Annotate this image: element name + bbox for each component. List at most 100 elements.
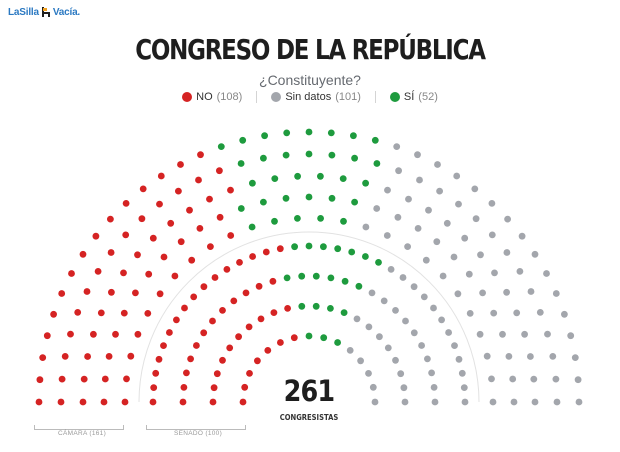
page-title: CONGRESO DE LA REPÚBLICA [135,33,486,66]
seat-dot [239,398,247,406]
seat-dot [549,353,557,360]
seat-dot [466,310,474,317]
legend-label-sin-datos: Sin datos [285,91,332,103]
legend-count-no: (108) [216,91,243,103]
seat-dot [400,384,408,392]
seat-dot [237,160,245,167]
seat-dot [260,154,267,162]
seat-dot [530,375,538,383]
seat-dot [340,217,347,225]
seat-dot [439,272,447,280]
seat-dot [67,330,74,338]
seat-dot [353,315,361,323]
seat-dot [177,238,185,246]
seat-dot [291,243,298,251]
seat-dot [510,398,518,406]
seat-dot [553,398,561,406]
seat-dot [241,383,249,391]
seat-dot [460,384,468,391]
seat-dot [122,231,130,239]
seat-dot [384,344,392,352]
seat-dot [317,172,324,180]
seat-dot [175,187,182,195]
legend-divider [256,91,258,103]
seat-dot [371,136,379,144]
seat-dot [387,266,395,273]
seat-dot [477,251,484,259]
seat-dot [355,282,363,290]
seat-dot [213,370,221,378]
seat-dot [190,293,198,301]
seat-dot [430,384,438,391]
seat-dot [416,176,423,184]
camara-bracket [34,425,124,430]
seat-dot [217,143,225,151]
seat-dot [375,259,382,266]
seat-dot [461,234,469,242]
seat-dot [246,370,253,377]
seat-dot [157,172,165,180]
seat-dot [503,249,511,256]
seat-dot [107,249,115,256]
legend-label-no: NO [196,91,213,103]
seat-dot [276,245,284,253]
seat-dot [236,259,243,266]
seat-dot [105,353,113,360]
seat-dot [283,274,291,282]
total-seats-label: CONGRESISTAS [279,413,339,422]
seat-dot [320,334,328,342]
seat-dot [489,398,497,406]
seat-dot [57,398,65,406]
seat-dot [327,305,334,312]
seat-dot [362,223,370,231]
seat-dot [132,289,139,297]
seat-dot [491,269,498,277]
seat-dot [574,376,582,384]
seat-dot [334,339,341,346]
seat-dot [50,310,57,318]
seat-dot [443,219,451,227]
seat-dot [402,317,409,325]
seat-dot [144,310,152,317]
seat-dot [404,243,411,251]
seat-dot [200,283,208,291]
seat-dot [376,333,383,341]
seat-dot [305,242,313,250]
seat-dot [503,288,510,296]
chair-icon [41,7,50,17]
seat-dot [488,200,496,207]
seat-dot [183,369,190,377]
seat-dot [249,253,256,260]
seat-dot [149,398,157,406]
seat-dot [305,128,313,136]
seat-dot [209,398,217,406]
seat-dot [455,200,462,208]
seat-dot [227,186,234,194]
seat-dot [68,270,75,277]
seat-dot [260,198,267,206]
brand-logo[interactable]: LaSilla Vacía. [8,6,80,18]
seat-dot [179,398,187,406]
seat-dot [305,193,313,201]
seat-dot [357,357,364,365]
seat-dot [430,304,437,312]
seat-dot [150,384,158,391]
legend-count-sin-datos: (101) [335,91,361,103]
seat-dot [543,270,550,277]
seat-dot [424,355,431,363]
seat-dot [428,369,435,377]
seat-dot [521,330,528,338]
seat-dot [230,297,238,305]
seat-dot [365,323,373,331]
seat-dot [120,269,127,277]
chamber-seats-cámara [35,128,583,406]
seat-dot [320,243,327,251]
seat-dot [518,232,526,240]
seat-dot [362,179,369,187]
seat-dot [327,274,335,282]
seat-dot [305,332,313,340]
seat-dot [536,309,544,316]
seat-dot [505,353,513,360]
chart-subtitle: ¿Constituyente? [259,72,361,88]
seat-dot [39,354,47,361]
